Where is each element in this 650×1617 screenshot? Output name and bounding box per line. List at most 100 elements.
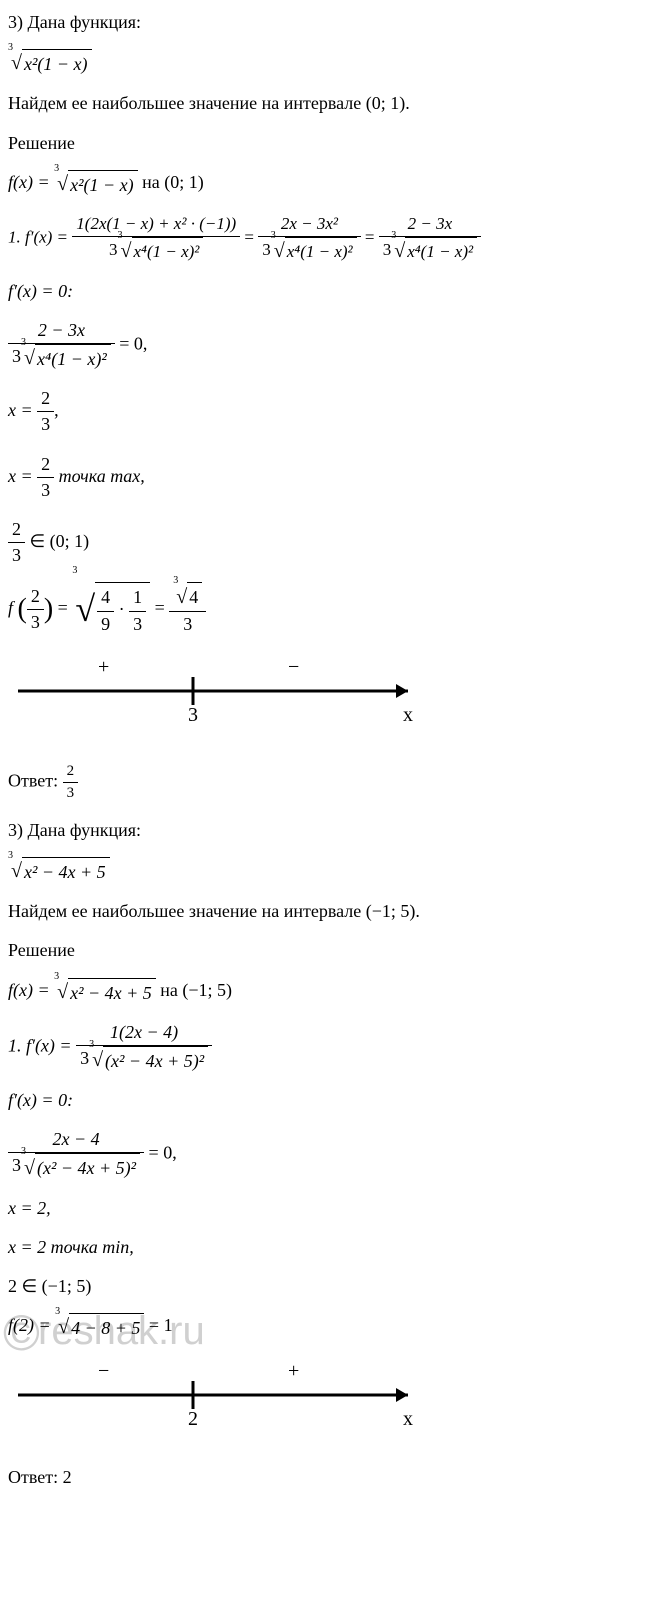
radicand: x²(1 − x) — [22, 49, 92, 77]
f-at-point: f(2) = 3√ 4 − 8 + 5 = 1 — [8, 1313, 642, 1341]
fraction: 2 3 — [27, 584, 44, 635]
answer: Ответ: 2 — [8, 1465, 642, 1490]
tick-label: 3 — [188, 701, 198, 729]
fraction: 13 — [129, 585, 146, 636]
number-line-svg — [8, 1355, 428, 1415]
minus-label: − — [98, 1357, 109, 1385]
fx-label: f(x) = — [8, 172, 54, 192]
cube-root-icon: 3√x⁴(1 − x)² — [21, 344, 111, 372]
find-text: Найдем ее наибольшее значение на интерва… — [8, 91, 642, 116]
denominator: 3 — [169, 612, 206, 637]
numerator: 2 — [8, 517, 25, 543]
f-at-point: f ( 2 3 ) = 3√ 49 · 13 = 3√4 3 — [8, 582, 642, 636]
radicand: x²(1 − x) — [68, 170, 138, 198]
zero-equation: 2x − 4 33√(x² − 4x + 5)² = 0, — [8, 1127, 642, 1181]
cube-root-icon: 3√(x² − 4x + 5)² — [89, 1046, 208, 1074]
cube-root-icon: 3√ x²(1 − x) — [54, 170, 138, 198]
radicand: x⁴(1 − x)² — [285, 237, 357, 265]
fprime-zero: f′(x) = 0: — [8, 1088, 642, 1113]
fraction: 2x − 3x² 33√x⁴(1 − x)² — [258, 212, 360, 265]
cube-root-icon: 3√x⁴(1 − x)² — [391, 237, 477, 265]
equals: = — [365, 227, 379, 246]
fx-definition: f(x) = 3√ x² − 4x + 5 на (−1; 5) — [8, 978, 642, 1006]
denominator: 3 — [129, 612, 146, 637]
radicand: (x² − 4x + 5)² — [35, 1153, 140, 1181]
numerator: 2 — [37, 386, 54, 412]
eq-zero: = 0, — [119, 333, 147, 353]
x-point-max: x = 2 3 точка max, — [8, 452, 642, 503]
comma: , — [54, 400, 59, 420]
radicand: x⁴(1 − x)² — [405, 237, 477, 265]
equals: = — [244, 227, 258, 246]
coef: 3 — [262, 240, 271, 259]
in-interval: 2 3 ∈ (0; 1) — [8, 517, 642, 568]
coef: 3 — [109, 240, 118, 259]
zero-equation: 2 − 3x 33√x⁴(1 − x)² = 0, — [8, 318, 642, 372]
coef: 3 — [80, 1048, 89, 1068]
radicand: 4 — [187, 582, 202, 610]
coef: 3 — [12, 1156, 21, 1176]
problem-header: 3) Дана функция: — [8, 818, 642, 843]
cube-root-icon: 3√ x² − 4x + 5 — [54, 978, 156, 1006]
fraction: 2 − 3x 33√x⁴(1 − x)² — [379, 212, 481, 265]
fraction: 3√4 3 — [169, 582, 206, 636]
domain-text: на (−1; 5) — [160, 980, 232, 1000]
denominator: 3 — [63, 783, 79, 804]
fraction: 2 3 — [37, 452, 54, 503]
number-line-svg — [8, 651, 428, 711]
radicand: x² − 4x + 5 — [22, 857, 110, 885]
function-expr: 3√ x²(1 − x) — [8, 49, 642, 77]
result: = 1 — [149, 1315, 173, 1335]
cube-root-icon: 3√4 — [173, 582, 202, 610]
find-text: Найдем ее наибольшее значение на интерва… — [8, 899, 642, 924]
fraction: 2 3 — [8, 517, 25, 568]
x-value: x = 2 3 , — [8, 386, 642, 437]
domain-text: на (0; 1) — [142, 172, 204, 192]
answer-label: Ответ: — [8, 770, 63, 790]
step-label: 1. f′(x) = — [8, 1035, 76, 1055]
x-eq: x = — [8, 400, 37, 420]
numerator: 1(2x − 4) — [76, 1020, 212, 1046]
derivative-step: 1. f′(x) = 1(2x − 4) 33√(x² − 4x + 5)² — [8, 1020, 642, 1074]
cube-root-icon: 3√ x²(1 − x) — [8, 49, 92, 77]
fprime-zero: f′(x) = 0: — [8, 279, 642, 304]
numerator: 2x − 4 — [8, 1127, 144, 1153]
cube-root-icon: 3√ x² − 4x + 5 — [8, 857, 110, 885]
coef: 3 — [383, 240, 392, 259]
cube-root-icon: 3√(x² − 4x + 5)² — [21, 1153, 140, 1181]
fraction: 2 3 — [63, 761, 79, 804]
denominator: 3 — [8, 543, 25, 568]
sign-number-line: + − 3 x — [8, 651, 642, 741]
radicand: (x² − 4x + 5)² — [103, 1046, 208, 1074]
problem-header: 3) Дана функция: — [8, 10, 642, 35]
cube-root-icon: 3√ 49 · 13 — [72, 582, 150, 636]
fraction: 2x − 4 33√(x² − 4x + 5)² — [8, 1127, 144, 1181]
derivative-step: 1. f′(x) = 1(2x(1 − x) + x² · (−1)) 33√x… — [8, 212, 642, 265]
fx-definition: f(x) = 3√ x²(1 − x) на (0; 1) — [8, 170, 642, 198]
sign-number-line: − + 2 x — [8, 1355, 642, 1445]
x-eq: x = — [8, 465, 37, 485]
radicand: x² − 4x + 5 — [68, 978, 156, 1006]
equals: = — [155, 598, 170, 618]
cube-root-icon: 3√x⁴(1 − x)² — [118, 237, 204, 265]
plus-label: + — [288, 1357, 299, 1385]
fx-label: f(x) = — [8, 980, 54, 1000]
plus-label: + — [98, 653, 109, 681]
solution-label: Решение — [8, 938, 642, 963]
numerator: 2 — [63, 761, 79, 783]
answer: Ответ: 2 3 — [8, 761, 642, 804]
denominator: 3 — [37, 412, 54, 437]
f-label: f(2) = — [8, 1315, 55, 1335]
radicand: x⁴(1 − x)² — [132, 237, 204, 265]
function-expr: 3√ x² − 4x + 5 — [8, 857, 642, 885]
cube-root-icon: 3√ 4 − 8 + 5 — [55, 1313, 144, 1341]
equals: = — [58, 598, 73, 618]
f-label: f — [8, 598, 13, 618]
eq-zero: = 0, — [149, 1143, 177, 1163]
tick-label: 2 — [188, 1405, 198, 1433]
numerator: 2 — [27, 584, 44, 610]
numerator: 1(2x(1 − x) + x² · (−1)) — [72, 212, 240, 237]
fraction: 2 − 3x 33√x⁴(1 − x)² — [8, 318, 115, 372]
step-label: 1. f′(x) = — [8, 227, 72, 246]
minus-label: − — [288, 653, 299, 681]
